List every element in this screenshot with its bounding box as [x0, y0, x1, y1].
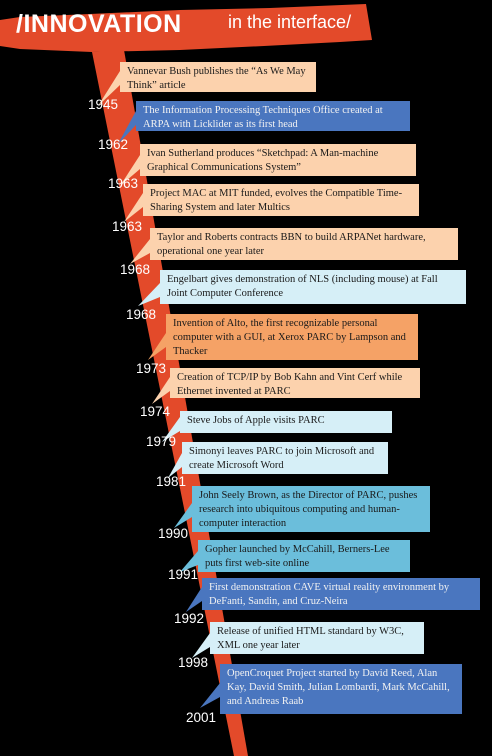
event-pointer	[168, 453, 182, 478]
event-pointer	[138, 283, 160, 306]
event-year: 2001	[186, 710, 217, 725]
event-year: 1990	[158, 526, 189, 541]
event-pointer	[200, 683, 220, 708]
event-pointer	[118, 111, 136, 144]
event-pointer	[186, 587, 202, 612]
event-card: Project MAC at MIT funded, evolves the C…	[143, 184, 419, 216]
event-year: 1963	[112, 219, 143, 234]
event-card: John Seely Brown, as the Director of PAR…	[192, 486, 430, 532]
event-card: Simonyi leaves PARC to join Microsoft an…	[182, 442, 388, 474]
event-card: Engelbart gives demonstration of NLS (in…	[160, 270, 466, 304]
event-card: Vannevar Bush publishes the “As We May T…	[120, 62, 316, 92]
event-pointer	[192, 633, 210, 658]
event-year: 1945	[88, 97, 119, 112]
event-card: Creation of TCP/IP by Bob Kahn and Vint …	[170, 368, 420, 398]
event-year: 1968	[126, 307, 157, 322]
event-pointer	[130, 239, 150, 264]
event-pointer	[98, 71, 120, 106]
page-title: /INNOVATION	[16, 10, 182, 38]
event-pointer	[148, 333, 166, 360]
page-subtitle: in the interface/	[228, 12, 352, 32]
event-year: 1979	[146, 434, 177, 449]
event-card: OpenCroquet Project started by David Ree…	[220, 664, 462, 714]
event-card: Gopher launched by McCahill, Berners-Lee…	[198, 540, 410, 572]
event-year: 1981	[156, 474, 187, 489]
event-year: 1992	[174, 611, 205, 626]
event-year: 1962	[98, 137, 129, 152]
event-pointer	[120, 155, 140, 186]
event-year: 1973	[136, 361, 167, 376]
event-card: Steve Jobs of Apple visits PARC	[180, 411, 392, 433]
event-card: First demonstration CAVE virtual reality…	[202, 578, 480, 610]
event-pointer	[180, 551, 198, 572]
ribbon-banner	[0, 4, 372, 52]
event-card: Ivan Sutherland produces “Sketchpad: A M…	[140, 144, 416, 176]
event-pointer	[162, 417, 180, 442]
event-card: The Information Processing Techniques Of…	[136, 101, 410, 131]
event-year: 1963	[108, 176, 139, 191]
event-card: Taylor and Roberts contracts BBN to buil…	[150, 228, 458, 260]
event-card: Invention of Alto, the first recognizabl…	[166, 314, 418, 360]
event-year: 1998	[178, 655, 209, 670]
event-pointer	[174, 503, 192, 528]
event-year: 1974	[140, 404, 171, 419]
event-pointer	[124, 193, 143, 222]
event-card: Release of unified HTML standard by W3C,…	[210, 622, 424, 654]
event-year: 1991	[168, 567, 199, 582]
event-pointer	[152, 377, 170, 404]
event-year: 1968	[120, 262, 151, 277]
